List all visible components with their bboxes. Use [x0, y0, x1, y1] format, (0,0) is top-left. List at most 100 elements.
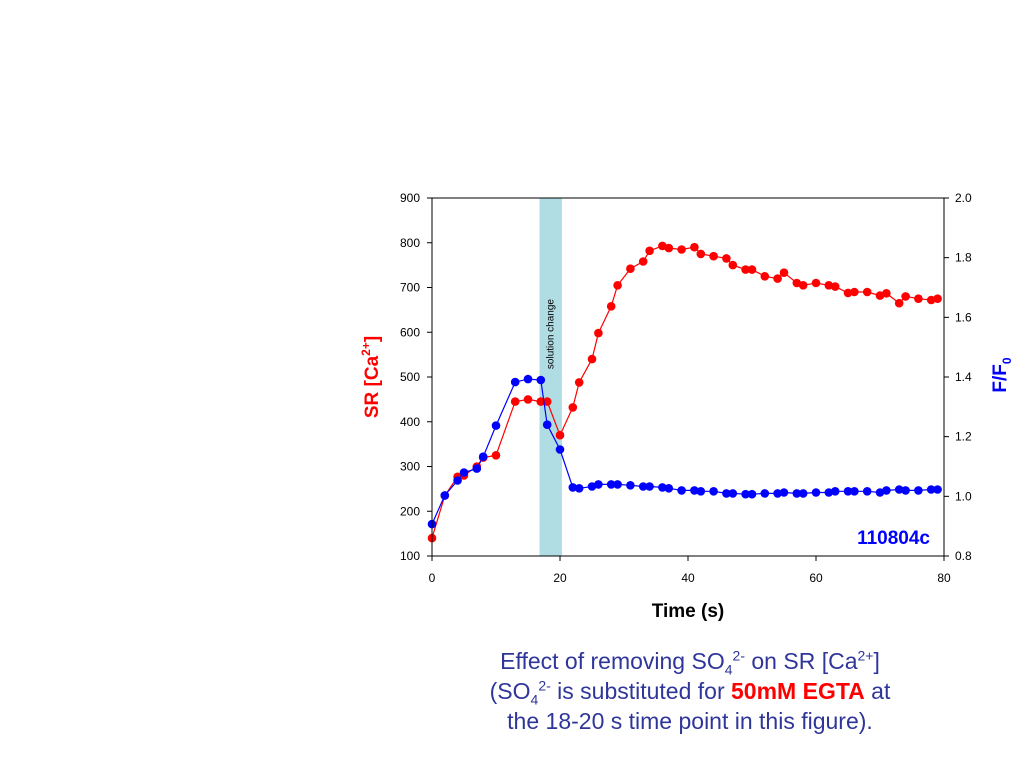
- sr-ca-data-point: [843, 288, 853, 298]
- y-left-tick-label: 400: [400, 415, 420, 429]
- y-right-tick-label: 2.0: [955, 191, 972, 205]
- plot-frame: [431, 197, 945, 557]
- sr-ca-data-point: [798, 281, 808, 290]
- sr-ca-data-point: [722, 254, 731, 263]
- f-f0-data-point: [459, 468, 469, 477]
- y-right-tick-label: 0.8: [955, 549, 972, 563]
- sr-ca-data-point: [933, 294, 942, 304]
- f-f0-data-point: [926, 485, 936, 494]
- caption-emphasis: 50mM EGTA: [731, 678, 865, 704]
- sr-ca-data-point: [882, 289, 891, 298]
- y-right-tick-label: 1.6: [955, 310, 972, 324]
- sr-ca-data-point: [779, 268, 789, 278]
- sr-ca-data-point: [677, 245, 686, 254]
- solution-change-band: [539, 198, 562, 556]
- f-f0-data-point: [696, 487, 706, 496]
- sr-ca-data-point: [894, 298, 904, 308]
- f-f0-data-point: [555, 445, 565, 454]
- f-f0-data-point: [613, 480, 622, 489]
- f-f0-data-point: [472, 464, 482, 473]
- solution-change-label: solution change: [545, 299, 556, 369]
- axes-layer: 0 20 40 60 80 100 200 300 400 500 600 700 800 900 0.8 1…: [400, 191, 972, 585]
- y-right-tick-label: 1.4: [955, 370, 972, 384]
- sr-ca-data-point: [594, 328, 603, 338]
- sr-ca-data-point: [760, 272, 770, 281]
- f-f0-data-point: [894, 485, 904, 494]
- y-right-tick-label: 1.0: [955, 489, 972, 503]
- sr-ca-data-point: [536, 397, 546, 406]
- sr-ca-data-point: [626, 264, 635, 274]
- f-f0-data-point: [709, 487, 718, 496]
- y-left-tick-label: 300: [400, 460, 420, 474]
- f-f0-data-point: [741, 489, 750, 499]
- y-axis-left-title: SR [Ca2+]: [359, 336, 383, 418]
- sr-ca-data-point: [542, 397, 552, 406]
- sr-ca-data-point: [862, 287, 872, 297]
- f-f0-data-point: [574, 484, 584, 493]
- f-f0-data-point: [645, 482, 654, 491]
- caption-line-2: (SO42- is substituted for 50mM EGTA at: [489, 677, 891, 708]
- sr-ca-data-point: [568, 403, 578, 412]
- f-f0-data-point: [478, 452, 488, 462]
- f-f0-data-point: [491, 421, 501, 430]
- f-f0-data-point: [933, 485, 942, 494]
- f-f0-data-point: [453, 476, 462, 485]
- f-f0-data-point: [830, 487, 840, 496]
- sr-ca-data-point: [690, 242, 699, 252]
- caption-line-1: Effect of removing SO42- on SR [Ca2+]: [500, 647, 880, 678]
- sr-ca-data-point: [638, 257, 648, 266]
- f-f0-data-point: [747, 489, 757, 499]
- sr-ca-data-point: [811, 278, 821, 288]
- f-f0-data-point: [536, 375, 546, 385]
- sr-ca-data-point: [696, 249, 706, 259]
- sr-ca-data-point: [914, 294, 923, 304]
- sr-ca-data-point: [741, 265, 750, 274]
- x-tick-label: 0: [429, 571, 436, 585]
- f-f0-data-point: [811, 488, 821, 497]
- f-f0-data-point: [728, 489, 738, 498]
- f-f0-data-point: [843, 487, 853, 496]
- x-tick-label: 20: [553, 571, 567, 585]
- f-f0-data-point: [882, 486, 891, 495]
- sr-ca-data-point: [574, 378, 584, 387]
- figure-caption: Effect of removing SO42- on SR [Ca2+] (S…: [430, 646, 950, 736]
- f-f0-data-point: [664, 484, 674, 493]
- sr-ca-data-point: [491, 451, 501, 460]
- y-left-tick-label: 100: [400, 549, 420, 563]
- sr-ca-series-line: [431, 245, 938, 539]
- x-tick-label: 40: [681, 571, 695, 585]
- f-f0-data-point: [779, 488, 789, 497]
- y-left-tick-label: 900: [400, 191, 420, 205]
- y-left-tick-label: 500: [400, 370, 420, 384]
- sr-ca-data-point: [850, 287, 859, 297]
- sr-ca-data-point: [606, 302, 616, 311]
- sr-ca-data-point: [773, 274, 782, 283]
- y-axis-right-title: F/F0: [990, 357, 1014, 393]
- f-f0-data-point: [542, 420, 552, 430]
- sr-ca-data-point: [523, 395, 533, 404]
- y-left-tick-label: 800: [400, 236, 420, 250]
- sr-ca-data-point: [645, 246, 654, 256]
- sr-ca-data-point: [587, 354, 597, 364]
- f-f0-data-point: [850, 487, 859, 496]
- y-right-tick-label: 1.8: [955, 251, 972, 265]
- f-f0-data-point: [626, 481, 635, 490]
- f-f0-data-point: [722, 489, 731, 498]
- f-f0-data-point: [568, 483, 578, 492]
- y-left-tick-label: 200: [400, 504, 420, 518]
- series-layer: [427, 241, 942, 543]
- sr-ca-data-point: [901, 292, 910, 301]
- f-f0-data-point: [824, 488, 834, 497]
- f-f0-data-point: [523, 374, 533, 384]
- f-f0-data-point: [862, 487, 872, 496]
- sr-ca-data-point: [510, 397, 520, 406]
- f-f0-data-point: [638, 482, 648, 491]
- caption-line-3: the 18-20 s time point in this figure).: [507, 708, 873, 734]
- x-axis-title: Time (s): [652, 601, 725, 622]
- y-left-tick-label: 600: [400, 325, 420, 339]
- f-f0-data-point: [773, 489, 782, 498]
- f-f0-data-point: [594, 480, 603, 489]
- sr-ca-data-point: [824, 281, 834, 290]
